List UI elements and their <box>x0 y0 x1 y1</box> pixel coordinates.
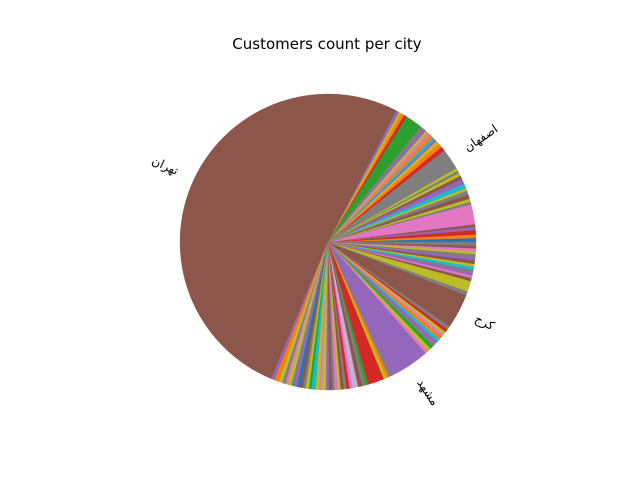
pie-slice <box>179 93 397 380</box>
chart-title: Customers count per city <box>232 35 422 53</box>
pie-slice <box>327 241 477 246</box>
pie-slices <box>179 93 477 391</box>
